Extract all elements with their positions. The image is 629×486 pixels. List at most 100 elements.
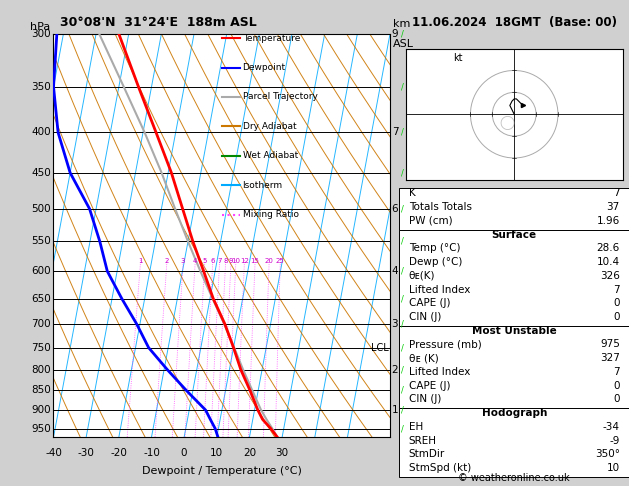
- Text: 25: 25: [276, 258, 284, 264]
- Text: Most Unstable: Most Unstable: [472, 326, 557, 336]
- Text: 800: 800: [31, 364, 51, 375]
- Text: Mixing Ratio (g/kg): Mixing Ratio (g/kg): [412, 190, 422, 282]
- FancyBboxPatch shape: [399, 229, 629, 326]
- Text: -20: -20: [110, 448, 127, 458]
- Text: Dewpoint / Temperature (°C): Dewpoint / Temperature (°C): [142, 466, 302, 476]
- Text: Temp (°C): Temp (°C): [409, 243, 460, 253]
- Text: Surface: Surface: [492, 229, 537, 240]
- Text: 950: 950: [31, 423, 51, 434]
- Text: /: /: [401, 365, 404, 374]
- Text: 9: 9: [228, 258, 233, 264]
- Text: Lifted Index: Lifted Index: [409, 367, 470, 377]
- Text: 28.6: 28.6: [596, 243, 620, 253]
- Text: -10: -10: [143, 448, 160, 458]
- Text: 1: 1: [138, 258, 143, 264]
- Text: Dewp (°C): Dewp (°C): [409, 257, 462, 267]
- Text: 0: 0: [613, 298, 620, 308]
- Text: 10.4: 10.4: [597, 257, 620, 267]
- Text: 850: 850: [31, 385, 51, 396]
- Text: 7: 7: [613, 367, 620, 377]
- Text: 0: 0: [613, 312, 620, 322]
- Text: CIN (J): CIN (J): [409, 312, 441, 322]
- Text: hPa: hPa: [30, 21, 50, 32]
- Text: EH: EH: [409, 422, 423, 432]
- Text: 11.06.2024  18GMT  (Base: 00): 11.06.2024 18GMT (Base: 00): [412, 16, 616, 29]
- Text: 400: 400: [31, 127, 51, 138]
- Text: 2: 2: [164, 258, 169, 264]
- Text: StmSpd (kt): StmSpd (kt): [409, 463, 471, 473]
- Text: 0: 0: [613, 381, 620, 391]
- Text: 12: 12: [240, 258, 248, 264]
- Text: /: /: [401, 405, 404, 415]
- Text: 2: 2: [392, 364, 398, 375]
- Text: 975: 975: [600, 340, 620, 349]
- Text: Totals Totals: Totals Totals: [409, 202, 472, 212]
- Text: 600: 600: [31, 266, 51, 276]
- Text: 450: 450: [31, 168, 51, 178]
- Text: 6: 6: [392, 204, 398, 214]
- Text: 700: 700: [31, 319, 51, 329]
- Text: 0: 0: [181, 448, 187, 458]
- Text: Dry Adiabat: Dry Adiabat: [243, 122, 296, 131]
- Text: 9: 9: [392, 29, 398, 39]
- Text: /: /: [401, 343, 404, 352]
- Text: 750: 750: [31, 343, 51, 353]
- Text: 350: 350: [31, 82, 51, 92]
- Text: K: K: [409, 188, 415, 198]
- Text: 3: 3: [181, 258, 185, 264]
- Text: θᴇ (K): θᴇ (K): [409, 353, 438, 363]
- Text: 7: 7: [613, 284, 620, 295]
- Text: 10: 10: [231, 258, 240, 264]
- Text: -34: -34: [603, 422, 620, 432]
- Text: SREH: SREH: [409, 435, 437, 446]
- Text: Temperature: Temperature: [243, 34, 300, 43]
- Text: 10: 10: [607, 463, 620, 473]
- Text: CIN (J): CIN (J): [409, 395, 441, 404]
- FancyBboxPatch shape: [399, 408, 629, 477]
- Text: 10: 10: [210, 448, 223, 458]
- Text: -9: -9: [610, 435, 620, 446]
- Text: km: km: [393, 19, 411, 29]
- Text: 7: 7: [392, 127, 398, 138]
- Text: 326: 326: [600, 271, 620, 281]
- Text: 1.96: 1.96: [596, 216, 620, 226]
- Text: 500: 500: [31, 204, 51, 214]
- Text: 4: 4: [392, 266, 398, 276]
- Text: /: /: [401, 204, 404, 213]
- Text: 350°: 350°: [595, 450, 620, 459]
- Text: Parcel Trajectory: Parcel Trajectory: [243, 92, 318, 102]
- Text: 550: 550: [31, 237, 51, 246]
- Text: 650: 650: [31, 294, 51, 304]
- Text: 20: 20: [265, 258, 274, 264]
- Text: Lifted Index: Lifted Index: [409, 284, 470, 295]
- Text: 900: 900: [31, 405, 51, 415]
- Text: Hodograph: Hodograph: [482, 408, 547, 418]
- Text: /: /: [401, 294, 404, 303]
- Text: 1: 1: [392, 405, 398, 415]
- Text: Pressure (mb): Pressure (mb): [409, 340, 481, 349]
- Text: Wet Adiabat: Wet Adiabat: [243, 151, 298, 160]
- Text: CAPE (J): CAPE (J): [409, 298, 450, 308]
- Text: -40: -40: [45, 448, 62, 458]
- Text: 37: 37: [606, 202, 620, 212]
- Text: StmDir: StmDir: [409, 450, 445, 459]
- Text: 7: 7: [613, 188, 620, 198]
- Text: /: /: [401, 168, 404, 177]
- Text: θᴇ(K): θᴇ(K): [409, 271, 435, 281]
- Text: CAPE (J): CAPE (J): [409, 381, 450, 391]
- Text: /: /: [401, 386, 404, 395]
- Text: 30: 30: [276, 448, 289, 458]
- Text: 15: 15: [250, 258, 259, 264]
- Text: 6: 6: [210, 258, 214, 264]
- Text: 7: 7: [217, 258, 221, 264]
- Text: 327: 327: [600, 353, 620, 363]
- Text: 0: 0: [613, 395, 620, 404]
- Text: /: /: [401, 30, 404, 38]
- Text: kt: kt: [453, 53, 462, 63]
- Text: /: /: [401, 82, 404, 91]
- Text: /: /: [401, 267, 404, 276]
- Text: Isotherm: Isotherm: [243, 181, 282, 190]
- Text: Dewpoint: Dewpoint: [243, 63, 286, 72]
- Text: LCL: LCL: [371, 343, 389, 353]
- Text: 30°08'N  31°24'E  188m ASL: 30°08'N 31°24'E 188m ASL: [60, 16, 257, 29]
